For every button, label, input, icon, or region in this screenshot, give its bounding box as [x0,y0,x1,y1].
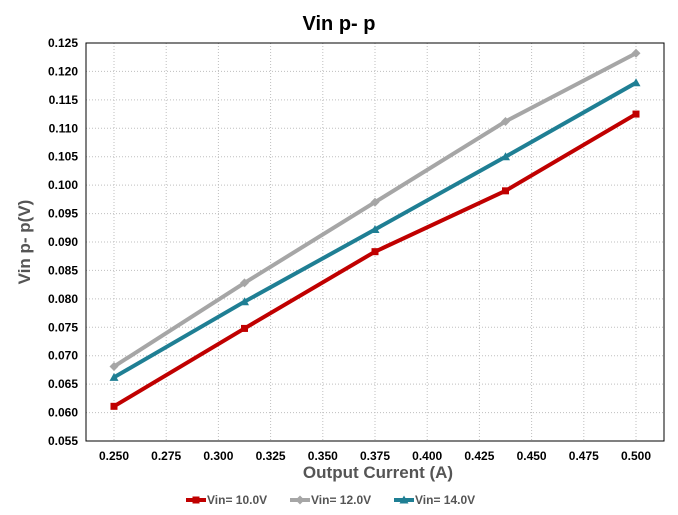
data-point [370,197,380,207]
y-tick-label: 0.110 [49,121,79,135]
x-tick-label: 0.500 [621,449,651,463]
data-point [370,224,380,233]
legend-item: Vin= 14.0V [394,493,475,507]
y-axis-label: Vin p- p(V) [15,200,34,285]
data-point [109,372,119,381]
legend-label: Vin= 12.0V [311,493,371,507]
x-tick-label: 0.425 [464,449,494,463]
series-2 [109,78,641,381]
series-0 [110,110,640,410]
y-tick-label: 0.090 [48,235,78,249]
data-point [110,402,118,410]
y-tick-label: 0.075 [48,320,78,334]
legend-item: Vin= 10.0V [186,493,267,507]
series-layer [109,48,641,410]
y-tick-label: 0.095 [48,207,78,221]
y-tick-label: 0.065 [48,377,78,391]
x-tick-label: 0.400 [412,449,442,463]
legend-label: Vin= 10.0V [207,493,267,507]
y-tick-label: 0.120 [48,64,78,78]
x-tick-label: 0.250 [99,449,129,463]
y-tick-label: 0.080 [48,292,78,306]
y-tick-label: 0.105 [48,150,78,164]
gridlines [86,42,664,442]
chart-title: Vin p- p [303,13,376,35]
x-tick-label: 0.375 [360,449,390,463]
x-tick-label: 0.450 [517,449,547,463]
data-point [632,110,640,118]
data-point [631,78,641,87]
data-point [109,362,119,372]
legend: Vin= 10.0V Vin= 12.0V Vin= 14.0V [186,493,475,507]
series-1 [109,48,641,372]
y-tick-label: 0.060 [48,406,78,420]
x-tick-label: 0.325 [256,449,286,463]
y-tick-label: 0.055 [48,434,78,448]
legend-label: Vin= 14.0V [415,493,475,507]
x-tick-label: 0.275 [151,449,181,463]
data-point [371,248,379,256]
legend-marker [295,495,305,505]
legend-marker [192,496,200,504]
data-point [240,278,249,288]
x-tick-label: 0.300 [203,449,233,463]
x-axis-label: Output Current (A) [303,463,453,482]
legend-marker [399,495,409,504]
data-point [631,48,641,58]
plot-area [85,42,665,442]
y-tick-label: 0.100 [48,178,78,192]
data-point [501,116,510,126]
y-axis-ticks: 0.125 0.120 0.115 0.110 0.105 0.100 0.095 0.090… [48,36,78,448]
x-tick-label: 0.350 [308,449,338,463]
x-tick-label: 0.475 [569,449,599,463]
legend-item: Vin= 12.0V [290,493,371,507]
data-point [241,324,248,332]
y-tick-label: 0.070 [48,349,78,363]
y-tick-label: 0.085 [48,263,78,277]
y-tick-label: 0.115 [49,93,79,107]
y-tick-label: 0.125 [48,36,78,50]
data-point [240,297,249,306]
data-point [502,187,509,195]
x-axis-ticks: 0.250 0.275 0.300 0.325 0.350 0.375 0.400 0.425… [99,449,651,463]
data-point [501,152,510,161]
